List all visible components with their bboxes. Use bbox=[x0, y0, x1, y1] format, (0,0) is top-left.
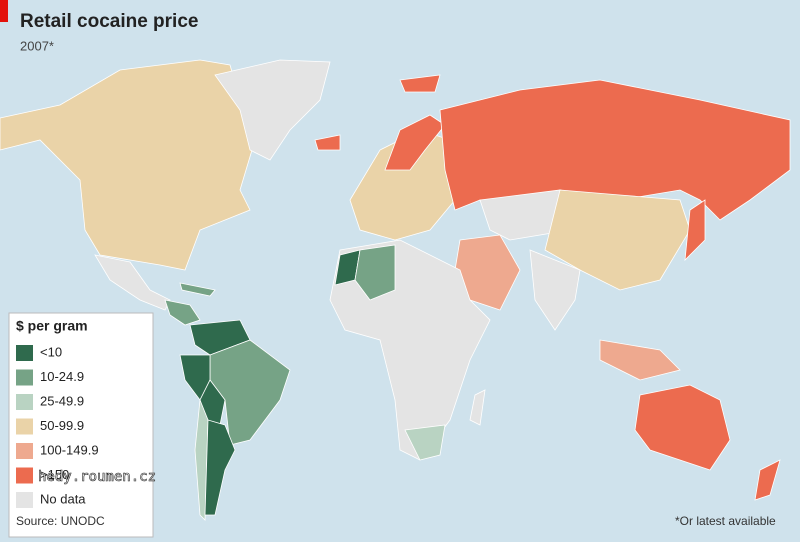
india bbox=[529, 249, 581, 331]
legend-label: 10-24.9 bbox=[40, 369, 84, 384]
south-africa bbox=[404, 424, 446, 461]
legend-swatch bbox=[16, 492, 33, 508]
legend-label: 50-99.9 bbox=[40, 418, 84, 433]
legend-swatch bbox=[16, 394, 33, 410]
madagascar bbox=[469, 389, 486, 426]
central-asia bbox=[479, 189, 571, 241]
legend-label: 100-149.9 bbox=[40, 442, 99, 457]
central-america bbox=[164, 299, 201, 326]
iceland bbox=[314, 134, 341, 151]
source: Source: UNODC bbox=[16, 514, 105, 528]
legend-items: <10 10-24.9 25-49.9 50-99.9 100-149.9 >150 No … bbox=[16, 344, 99, 508]
map bbox=[0, 59, 791, 521]
algeria bbox=[354, 244, 396, 301]
japan bbox=[684, 199, 706, 262]
accent-bar bbox=[0, 0, 8, 22]
legend-label: No data bbox=[40, 491, 86, 506]
new-zealand bbox=[754, 459, 781, 501]
southeast-asia bbox=[599, 339, 681, 381]
footnote: *Or latest available bbox=[675, 514, 776, 528]
legend-label: >150 bbox=[40, 467, 69, 482]
argentina bbox=[204, 419, 236, 516]
legend-label: <10 bbox=[40, 344, 62, 359]
legend-swatch bbox=[16, 369, 33, 386]
greenland bbox=[214, 59, 331, 161]
north-america bbox=[0, 59, 256, 271]
caribbean bbox=[179, 282, 216, 297]
legend: $ per gram <10 10-24.9 25-49.9 50-99.9 100-1… bbox=[8, 312, 154, 538]
legend-swatch bbox=[16, 443, 33, 459]
china bbox=[544, 189, 691, 291]
legend-swatch bbox=[16, 345, 33, 361]
russia bbox=[439, 79, 791, 221]
title: Retail cocaine price bbox=[20, 11, 198, 32]
chile bbox=[194, 399, 209, 521]
legend-title: $ per gram bbox=[16, 318, 88, 334]
arctic-islands bbox=[399, 74, 441, 93]
legend-swatch bbox=[16, 467, 33, 484]
legend-label: 25-49.9 bbox=[40, 393, 84, 408]
subtitle: 2007* bbox=[20, 38, 54, 53]
legend-swatch bbox=[16, 418, 33, 435]
australia bbox=[634, 384, 731, 471]
watermark: hedy.roumen.cz bbox=[38, 469, 156, 485]
